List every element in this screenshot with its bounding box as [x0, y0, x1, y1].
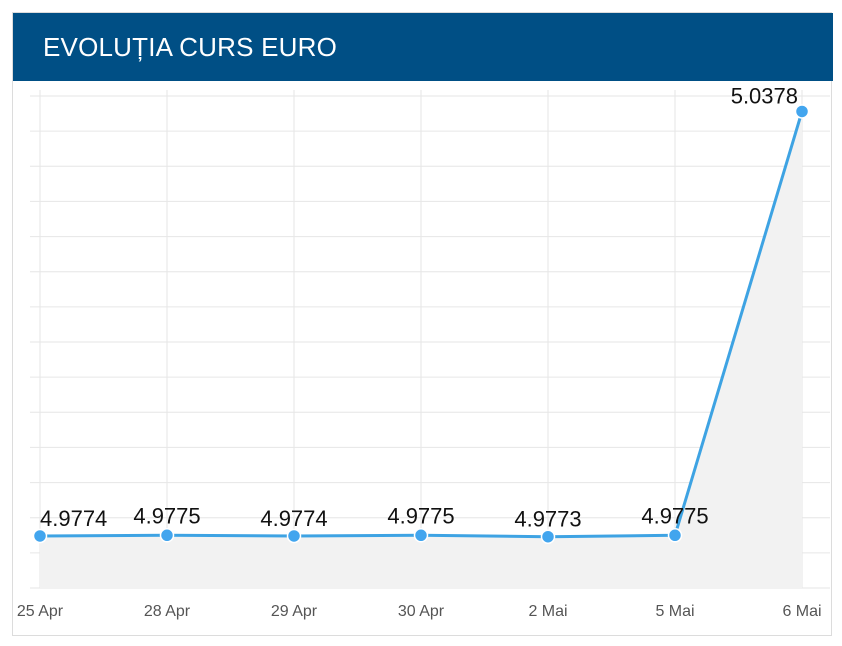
x-axis-ticks: 25 Apr 28 Apr 29 Apr 30 Apr 2 Mai 5 Mai 6 Mai — [17, 603, 822, 620]
x-tick-label: 2 Mai — [528, 603, 567, 620]
data-label: 4.9773 — [514, 507, 581, 532]
data-point — [159, 528, 175, 543]
x-tick-label: 6 Mai — [782, 603, 821, 620]
widget-title: EVOLUȚIA CURS EURO — [43, 32, 337, 62]
data-point — [32, 528, 48, 544]
area-fill-path — [40, 111, 802, 588]
data-label: 4.9774 — [260, 506, 327, 531]
data-point — [286, 528, 302, 544]
data-point — [794, 104, 810, 119]
x-tick-label: 30 Apr — [398, 603, 445, 620]
data-labels: 4.9774 4.9775 4.9774 4.9775 4.9773 4.9775 5.03… — [40, 83, 798, 531]
x-tick-label: 29 Apr — [271, 603, 318, 620]
data-point — [667, 528, 683, 543]
x-tick-label: 28 Apr — [144, 603, 191, 620]
x-tick-label: 5 Mai — [655, 603, 694, 620]
data-label: 4.9775 — [387, 503, 454, 528]
data-label: 4.9774 — [40, 506, 107, 531]
data-point — [413, 528, 429, 543]
data-label: 4.9775 — [133, 503, 200, 528]
data-label: 4.9775 — [641, 503, 708, 528]
widget-header: EVOLUȚIA CURS EURO — [13, 13, 833, 81]
area-fill — [40, 111, 802, 588]
x-tick-label: 25 Apr — [17, 603, 64, 620]
data-point — [540, 529, 556, 544]
data-points — [32, 104, 810, 544]
data-label: 5.0378 — [731, 83, 798, 108]
